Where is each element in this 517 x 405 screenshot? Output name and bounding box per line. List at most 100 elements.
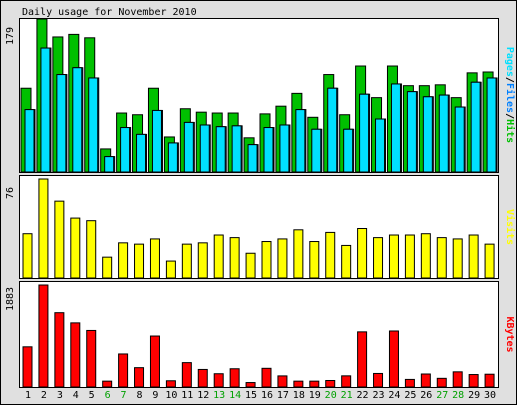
day-label: 2 [41,390,47,401]
pages-bar [359,93,370,173]
kbytes-bar [325,379,336,388]
pages-bar [422,96,433,173]
y-max-label-3: 1883 [5,287,16,311]
visits-bar [436,237,447,279]
panel-frame-3 [19,281,499,388]
pages-bar [406,91,417,173]
day-label: 14 [229,390,241,401]
visits-bar [213,234,224,279]
pages-bar [183,121,194,173]
kbytes-bar [277,375,288,388]
day-label: 28 [452,390,464,401]
pages-bar [231,125,242,173]
pages-bar [167,142,178,173]
legend-sep-1: / [504,77,515,83]
day-label: 27 [436,390,448,401]
kbytes-bar [452,371,463,388]
kbytes-bar [357,331,368,388]
day-label: 19 [309,390,321,401]
day-label: 25 [404,390,416,401]
day-label: 4 [73,390,79,401]
pages-bar [120,127,131,173]
panel-frame-1 [19,18,499,173]
kbytes-bar [86,329,97,388]
legend-hits: Hits [504,119,516,143]
day-label: 20 [325,390,337,401]
visits-bar [404,234,415,279]
kbytes-bar [261,367,272,388]
visits-bar [373,237,384,279]
day-label: 8 [136,390,142,401]
day-label: 21 [341,390,353,401]
visits-bar [22,233,33,279]
visits-bar [134,243,145,279]
visits-bar [70,217,81,279]
day-label: 1 [25,390,31,401]
pages-bar [56,74,67,173]
day-label: 7 [121,390,127,401]
kbytes-bar [388,330,399,388]
visits-bar [261,241,272,279]
kbytes-bar [118,353,129,388]
pages-bar [343,128,354,173]
day-label: 13 [213,390,225,401]
chart-title: Daily usage for November 2010 [22,7,197,18]
pages-bar [247,144,258,173]
day-label: 15 [245,390,257,401]
legend-sep-2: / [504,113,515,119]
pages-bar [40,47,51,173]
day-label: 6 [105,390,111,401]
visits-bar [325,231,336,279]
kbytes-bar [484,373,495,388]
kbytes-bar [134,367,145,388]
day-label: 30 [484,390,496,401]
visits-bar [165,260,176,279]
kbytes-bar [341,375,352,388]
visits-bar [181,243,192,279]
visits-bar [309,241,320,279]
day-label: 3 [57,390,63,401]
pages-bar [470,81,481,173]
pages-bar [311,128,322,173]
visits-bar [293,229,304,279]
legend-pages-files-hits: Pages/Files/Hits [504,47,516,143]
kbytes-bar [38,284,49,388]
day-label: 17 [277,390,289,401]
kbytes-bar [22,346,33,388]
panel-frame-2 [19,175,499,279]
day-label: 11 [181,390,193,401]
visits-bar [149,238,160,279]
visits-bar [54,200,65,279]
visits-bar [102,256,113,279]
pages-bar [215,126,226,173]
kbytes-bar [468,374,479,388]
kbytes-bar [420,373,431,388]
pages-bar [295,109,306,173]
visits-bar [38,178,49,279]
legend-pages: Pages [504,47,515,77]
y-max-label-1: 179 [5,27,16,45]
kbytes-bar [102,380,113,388]
visits-bar [420,233,431,279]
visits-bar [341,244,352,279]
visits-bar [388,234,399,279]
y-max-label-2: 76 [5,187,16,199]
day-label: 22 [357,390,369,401]
kbytes-bar [213,373,224,388]
pages-bar [24,109,35,173]
pages-bar [486,77,497,173]
visits-bar [229,237,240,279]
pages-bar [279,124,290,173]
legend-visits: Visits [504,209,516,245]
kbytes-bar [293,380,304,388]
kbytes-bar [54,312,65,388]
visits-bar [452,238,463,279]
day-label: 24 [388,390,400,401]
day-label: 16 [261,390,273,401]
kbytes-bar [309,380,320,388]
day-label: 12 [197,390,209,401]
day-label: 18 [293,390,305,401]
legend-kbytes: KBytes [504,316,515,352]
kbytes-bar [197,368,208,388]
pages-bar [263,127,274,173]
